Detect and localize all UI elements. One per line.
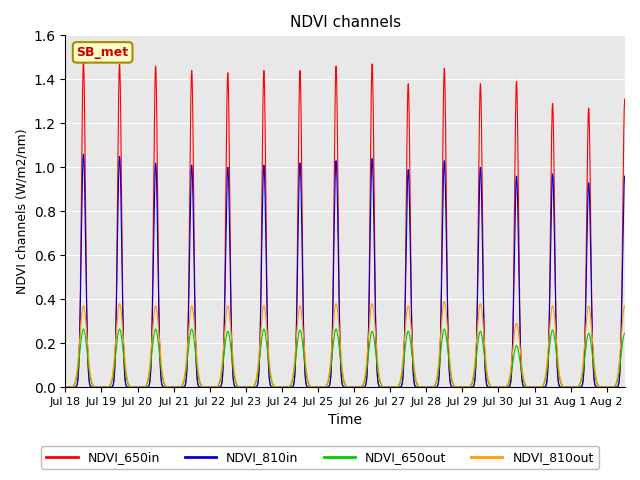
Title: NDVI channels: NDVI channels — [289, 15, 401, 30]
Text: SB_met: SB_met — [77, 46, 129, 59]
Y-axis label: NDVI channels (W/m2/nm): NDVI channels (W/m2/nm) — [15, 129, 28, 294]
Legend: NDVI_650in, NDVI_810in, NDVI_650out, NDVI_810out: NDVI_650in, NDVI_810in, NDVI_650out, NDV… — [41, 446, 599, 469]
X-axis label: Time: Time — [328, 413, 362, 427]
